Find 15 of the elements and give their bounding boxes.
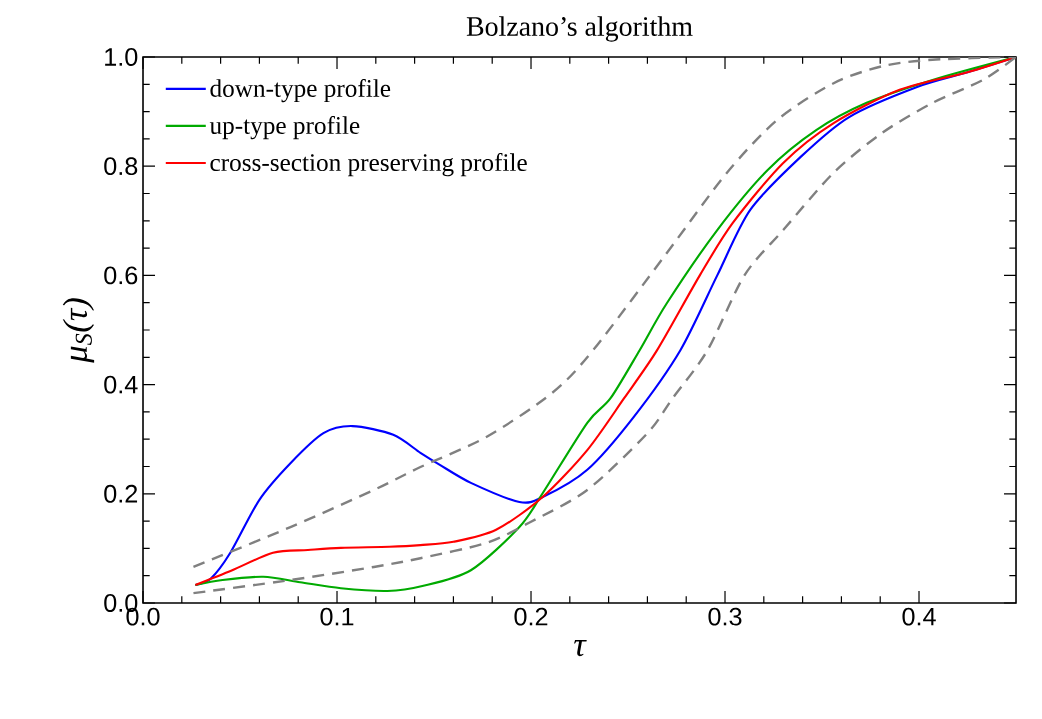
x-tick-label: 0.4 — [902, 607, 936, 626]
y-tick-label: 0.8 — [104, 157, 138, 176]
legend-label: cross-section preserving profile — [210, 153, 527, 177]
x-tick-label: 0.1 — [320, 607, 354, 626]
legend-label: down-type profile — [210, 78, 391, 103]
x-tick-label: 0.2 — [514, 607, 548, 626]
x-tick-label: 0.3 — [708, 607, 742, 626]
y-tick-label: 0.6 — [104, 266, 138, 285]
y-tick-label: 0.4 — [104, 375, 138, 394]
legend-label: up-type profile — [209, 116, 360, 140]
chart-title: Bolzano’s algorithm — [466, 16, 693, 42]
y-axis-title: μ$_{S}$(τ) — [62, 298, 95, 363]
y-tick-label: 0.2 — [104, 484, 138, 503]
y-tick-label: 1.0 — [105, 48, 138, 66]
x-axis-title: τ — [574, 640, 587, 657]
